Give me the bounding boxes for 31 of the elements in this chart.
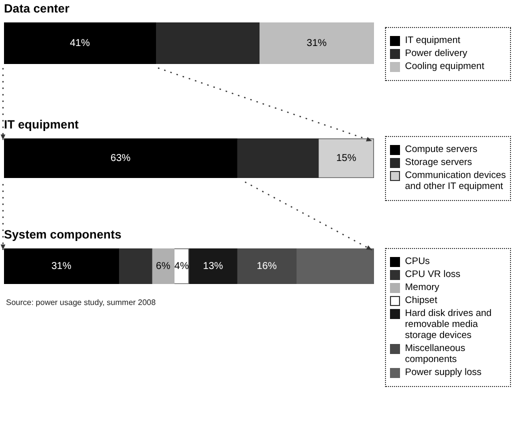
data-label: 16% [256,260,277,272]
bar [118,248,152,284]
data-label: 41% [70,38,90,49]
data-label: 13% [203,260,224,272]
data-label: 4% [174,260,189,272]
bar [296,248,374,284]
chart-title: Data center [4,2,70,16]
legend-label: CPUs [405,256,430,267]
legend-label: Miscellaneous components [405,343,466,365]
chart-title: System components [4,228,122,242]
legend-label: CPU VR loss [405,269,460,280]
bar [189,248,238,284]
legend-label: Cooling equipment [405,61,484,72]
legend-label: Power delivery [405,48,468,59]
data-label: 63% [110,152,131,164]
data-label: 15% [336,152,356,164]
data-label: 31% [51,260,72,272]
legend-label: Power supply loss [405,367,482,378]
data-label: 6% [156,260,170,272]
source-note: Source: power usage study, summer 2008 [6,298,156,307]
bar [237,248,297,284]
legend-label: Memory [405,282,440,293]
legend-label: IT equipment [405,35,460,46]
legend-label: Hard disk drives and removable media storage devices [405,308,493,341]
legend-label: Storage servers [405,157,472,168]
data-label: 31% [306,38,327,49]
legend-label: Chipset [405,295,438,306]
legend-label: Communication devices and other IT equipment [405,170,506,192]
bar [4,248,120,284]
legend-label: Compute servers [405,144,478,155]
chart-title: IT equipment [4,118,79,132]
